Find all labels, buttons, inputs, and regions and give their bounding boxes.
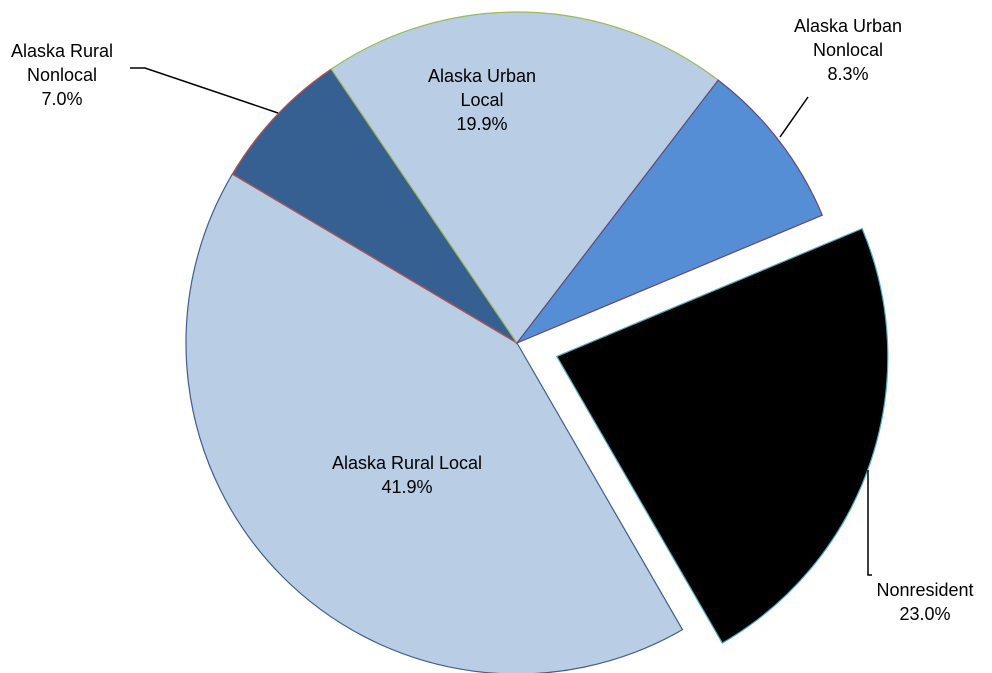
- leader-line: [130, 67, 279, 114]
- slice-label: Alaska Rural Local 41.9%: [277, 451, 537, 499]
- leader-line: [867, 470, 872, 576]
- category-label: Alaska Rural Nonlocal: [10, 41, 114, 85]
- leader-line: [779, 96, 809, 138]
- pie-slice: [231, 68, 518, 344]
- value-label: 19.9%: [456, 114, 508, 134]
- pie-slice: [330, 11, 720, 345]
- value-label: 7.0%: [41, 89, 83, 109]
- slice-label: Alaska Rural Nonlocal 7.0%: [2, 39, 122, 111]
- pie-slice: [555, 227, 889, 644]
- slice-label: Alaska Urban Nonlocal 8.3%: [788, 14, 908, 86]
- category-label: Alaska Urban Local: [427, 66, 537, 110]
- value-label: 23.0%: [899, 604, 951, 624]
- pie-slice: [185, 173, 684, 673]
- value-label: 41.9%: [381, 477, 433, 497]
- value-label: 8.3%: [827, 64, 869, 84]
- slice-label: Alaska Urban Local 19.9%: [417, 64, 547, 136]
- category-label: Alaska Urban Nonlocal: [793, 16, 903, 60]
- category-label: Nonresident: [876, 580, 974, 600]
- category-label: Alaska Rural Local: [331, 453, 483, 473]
- pie-slice: [515, 79, 824, 345]
- slice-label: Nonresident 23.0%: [865, 578, 985, 626]
